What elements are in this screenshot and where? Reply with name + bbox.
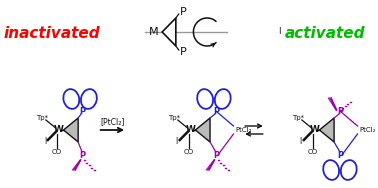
Text: CO: CO: [308, 149, 318, 155]
Text: inactivated: inactivated: [4, 27, 101, 42]
Polygon shape: [195, 118, 210, 142]
Text: M: M: [149, 27, 158, 37]
Text: PtCl₂: PtCl₂: [235, 127, 252, 133]
Text: I: I: [300, 137, 302, 146]
Polygon shape: [64, 118, 78, 142]
Text: P: P: [213, 151, 219, 159]
Text: activated: activated: [285, 27, 366, 42]
Text: I: I: [176, 137, 178, 146]
Text: P: P: [79, 151, 85, 159]
Text: Tp*: Tp*: [292, 115, 304, 121]
Text: [PtCl₂]: [PtCl₂]: [100, 118, 124, 127]
Text: I: I: [278, 27, 280, 36]
Text: P: P: [337, 151, 343, 159]
Text: CO: CO: [183, 149, 194, 155]
Polygon shape: [319, 118, 334, 142]
Polygon shape: [162, 18, 176, 46]
Text: W: W: [54, 126, 64, 134]
Text: W: W: [186, 126, 195, 134]
Text: P: P: [180, 7, 186, 17]
Text: Tp*: Tp*: [36, 115, 48, 121]
Text: CO: CO: [51, 149, 62, 155]
Text: W: W: [310, 126, 319, 134]
Text: P: P: [180, 47, 186, 57]
Text: P: P: [79, 106, 85, 115]
Text: P: P: [337, 106, 343, 115]
Text: I: I: [44, 137, 46, 146]
Text: P: P: [213, 106, 219, 115]
Text: PtCl₂: PtCl₂: [359, 127, 376, 133]
Text: Tp*: Tp*: [168, 115, 180, 121]
